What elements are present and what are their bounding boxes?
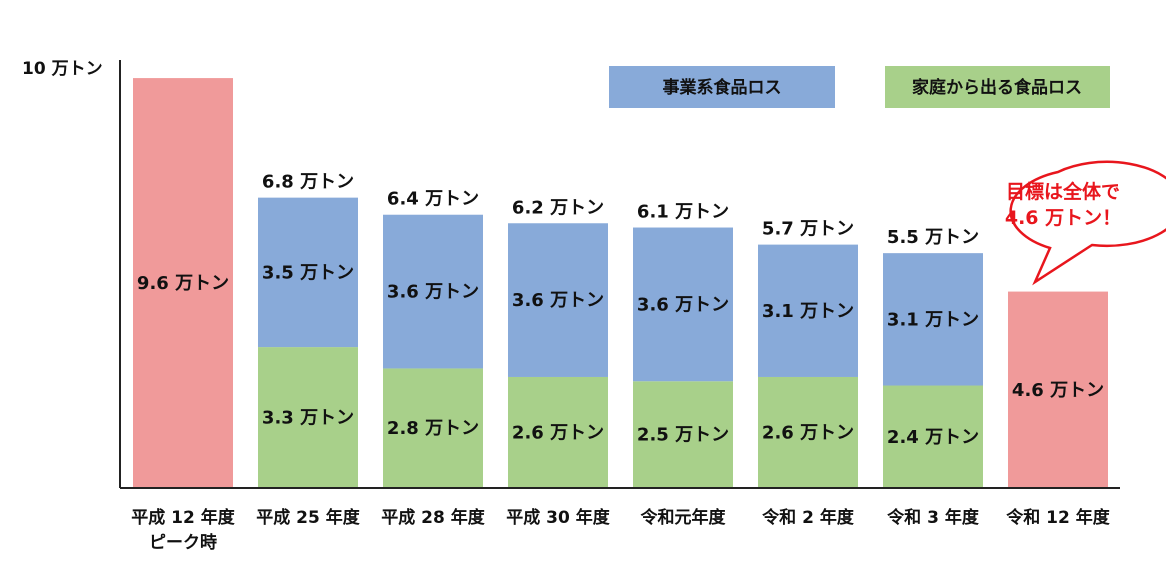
bar-total-label-5: 5.7 万トン [762,219,854,240]
category-label-2-0: 平成 28 年度 [381,507,485,528]
target-callout: 目標は全体で 4.6 万トン！ [1005,160,1166,286]
category-label-4-0: 令和元年度 [641,507,727,528]
bar-total-0 [133,78,233,488]
bar-total-label-1: 6.8 万トン [262,172,354,193]
legend-swatch-household [885,66,1110,108]
callout-line-2: 4.6 万トン！ [1005,207,1121,229]
bar-total-label-4: 6.1 万トン [637,202,729,223]
bar-business-2 [383,214,483,369]
bar-business-6 [883,253,983,386]
category-label-1-0: 平成 25 年度 [256,507,360,528]
bar-label-7: 4.6 万トン [1012,380,1104,401]
category-label-0-1: ピーク時 [149,532,217,553]
bar-business-label-6: 3.1 万トン [887,309,979,330]
category-label-7-0: 令和 12 年度 [1006,507,1110,528]
y-axis-label: 10 万トン [22,59,103,79]
bar-household-label-2: 2.8 万トン [387,418,479,439]
legend: 事業系食品ロス 家庭から出る食品ロス [609,66,1110,108]
bar-household-6 [883,385,983,488]
bar-business-label-5: 3.1 万トン [762,301,854,322]
bar-business-4 [633,227,733,382]
bar-household-label-5: 2.6 万トン [762,422,854,443]
legend-label-household: 家庭から出る食品ロス [912,77,1082,98]
category-label-3-0: 平成 30 年度 [506,507,610,528]
legend-swatch-business [609,66,835,108]
legend-label-business: 事業系食品ロス [663,77,782,98]
category-label-6-0: 令和 3 年度 [887,507,980,528]
bar-business-label-4: 3.6 万トン [637,294,729,315]
bar-business-label-1: 3.5 万トン [262,262,354,283]
category-label-0-0: 平成 12 年度 [131,507,235,528]
callout-line-1: 目標は全体で [1006,180,1120,203]
category-label-5-0: 令和 2 年度 [762,507,855,528]
bar-household-label-1: 3.3 万トン [262,408,354,429]
bar-total-label-3: 6.2 万トン [512,197,604,218]
bar-household-label-6: 2.4 万トン [887,427,979,448]
bar-household-2 [383,368,483,488]
bar-total-label-6: 5.5 万トン [887,227,979,248]
bar-household-label-4: 2.5 万トン [637,425,729,446]
bar-household-1 [258,347,358,488]
bar-household-label-3: 2.6 万トン [512,422,604,443]
bar-total-label-2: 6.4 万トン [387,189,479,210]
bar-business-label-2: 3.6 万トン [387,282,479,303]
callout-bubble [1009,160,1166,286]
bar-business-label-3: 3.6 万トン [512,290,604,311]
bar-business-5 [758,244,858,377]
bar-household-3 [508,376,608,488]
bar-household-4 [633,381,733,488]
bar-household-5 [758,376,858,488]
bar-business-1 [258,197,358,348]
bar-total-7 [1008,291,1108,488]
bar-label-0: 9.6 万トン [137,273,229,294]
bar-business-3 [508,223,608,377]
